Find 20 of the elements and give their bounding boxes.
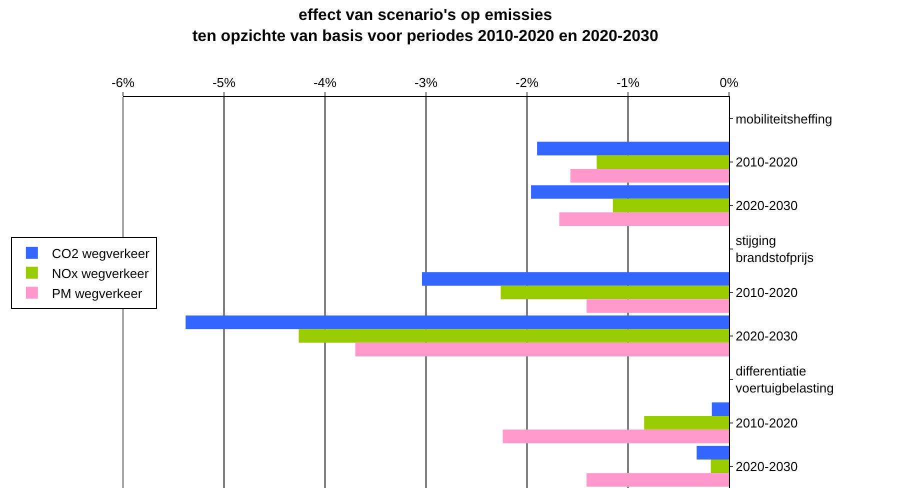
x-tick-label: -5% bbox=[212, 74, 236, 90]
legend-label: NOx wegverkeer bbox=[52, 266, 150, 281]
legend-label: CO2 wegverkeer bbox=[52, 246, 150, 261]
x-tick-label: 0% bbox=[720, 74, 739, 90]
y-tick-label: 2010-2020 bbox=[736, 415, 798, 430]
y-tick-label: 2020-2030 bbox=[736, 328, 798, 344]
x-tick-label: -1% bbox=[616, 74, 640, 90]
x-tick-label: -6% bbox=[111, 74, 135, 90]
y-tick-label: 2020-2030 bbox=[736, 198, 798, 214]
y-tick-label: 2010-2020 bbox=[736, 154, 798, 170]
chart-title: effect van scenario's op emissies ten opzichte van basis voor periodes 2010-2020 en 2020-2030 bbox=[192, 6, 658, 45]
y-tick-label: differentiatie voertuigbelasting bbox=[736, 363, 834, 396]
x-tick-label: -3% bbox=[414, 74, 438, 90]
x-tick-label: -2% bbox=[515, 74, 539, 90]
legend-label: PM wegverkeer bbox=[52, 286, 143, 301]
x-tick-label: -4% bbox=[313, 74, 337, 90]
y-tick-label: stijging brandstofprijs bbox=[736, 233, 814, 266]
y-tick-label: 2020-2030 bbox=[736, 458, 798, 474]
y-tick-label: 2010-2020 bbox=[736, 285, 798, 300]
y-tick-label: mobiliteitsheffing bbox=[736, 111, 832, 126]
